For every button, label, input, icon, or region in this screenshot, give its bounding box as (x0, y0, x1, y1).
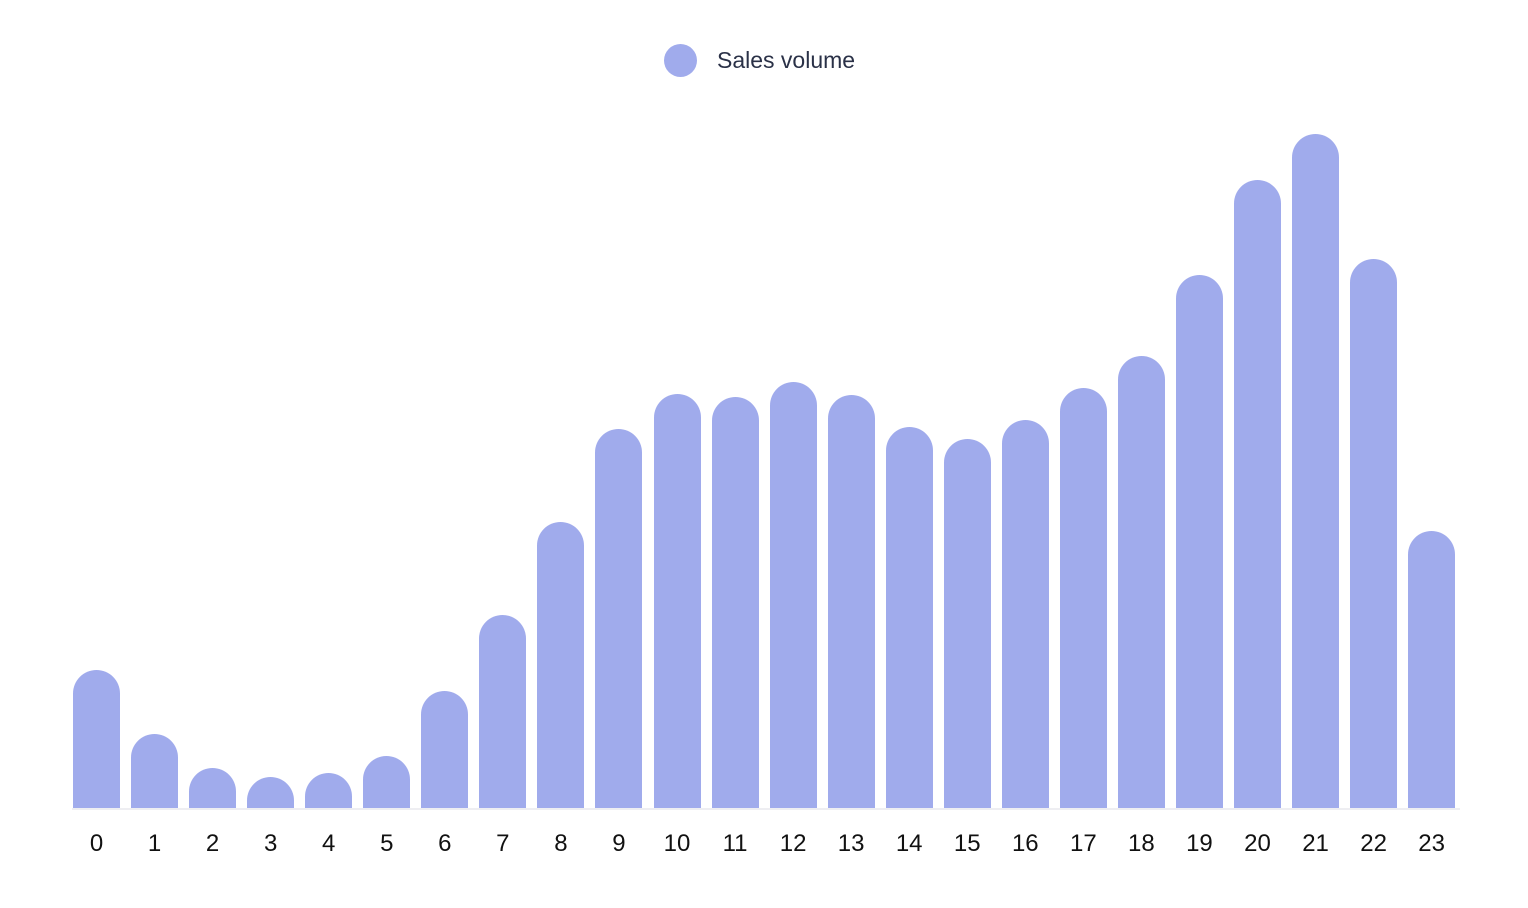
bar-4[interactable] (305, 773, 353, 809)
legend-swatch-icon (664, 44, 697, 77)
x-tick-label: 11 (722, 830, 748, 857)
x-tick-label: 3 (263, 830, 278, 857)
bar-15[interactable] (943, 439, 991, 809)
x-tick-label: 1 (147, 830, 162, 857)
bar-22[interactable] (1350, 259, 1398, 809)
bar-20[interactable] (1234, 180, 1281, 809)
x-tick-label: 21 (1302, 830, 1329, 857)
x-tick-label: 4 (322, 830, 336, 857)
bar-11[interactable] (711, 397, 759, 809)
x-tick-label: 19 (1186, 830, 1213, 857)
bar-1[interactable] (131, 734, 179, 809)
bar-9[interactable] (595, 429, 643, 809)
x-axis-line (72, 808, 1460, 810)
x-tick-label: 20 (1244, 830, 1271, 857)
legend: Sales volume (664, 44, 855, 77)
bar-6[interactable] (421, 691, 469, 809)
bar-2[interactable] (189, 768, 237, 809)
bar-0[interactable] (73, 670, 120, 809)
plot-area (72, 100, 1460, 809)
x-tick-label: 23 (1418, 830, 1445, 857)
x-tick-label: 9 (612, 830, 626, 857)
x-tick-label: 6 (438, 830, 452, 857)
x-tick-label: 13 (837, 830, 865, 857)
bar-14[interactable] (885, 427, 933, 809)
bar-5[interactable] (363, 756, 411, 809)
bar-10[interactable] (653, 394, 701, 809)
x-tick-label: 7 (496, 830, 510, 857)
x-tick-label: 18 (1128, 830, 1155, 857)
x-tick-label: 22 (1360, 830, 1387, 857)
x-tick-label: 0 (89, 830, 104, 857)
x-tick-label: 15 (953, 830, 981, 857)
x-tick-label: 17 (1069, 830, 1097, 857)
x-tick-label: 2 (205, 830, 220, 857)
bar-12[interactable] (769, 382, 817, 809)
bar-19[interactable] (1175, 275, 1223, 809)
bar-21[interactable] (1292, 134, 1340, 809)
bar-3[interactable] (247, 777, 295, 809)
x-tick-label: 14 (895, 830, 923, 857)
bar-16[interactable] (1001, 420, 1049, 809)
x-tick-label: 10 (663, 830, 691, 857)
bar-17[interactable] (1059, 388, 1107, 809)
x-tick-label: 12 (779, 830, 807, 857)
x-tick-label: 16 (1011, 830, 1039, 857)
bar-8[interactable] (537, 522, 585, 809)
bar-23[interactable] (1408, 531, 1456, 809)
bar-7[interactable] (479, 615, 527, 809)
x-tick-label: 5 (380, 830, 394, 857)
legend-label: Sales volume (717, 47, 856, 73)
x-tick-label: 8 (554, 830, 568, 857)
bar-13[interactable] (827, 395, 875, 809)
bar-18[interactable] (1117, 356, 1165, 809)
